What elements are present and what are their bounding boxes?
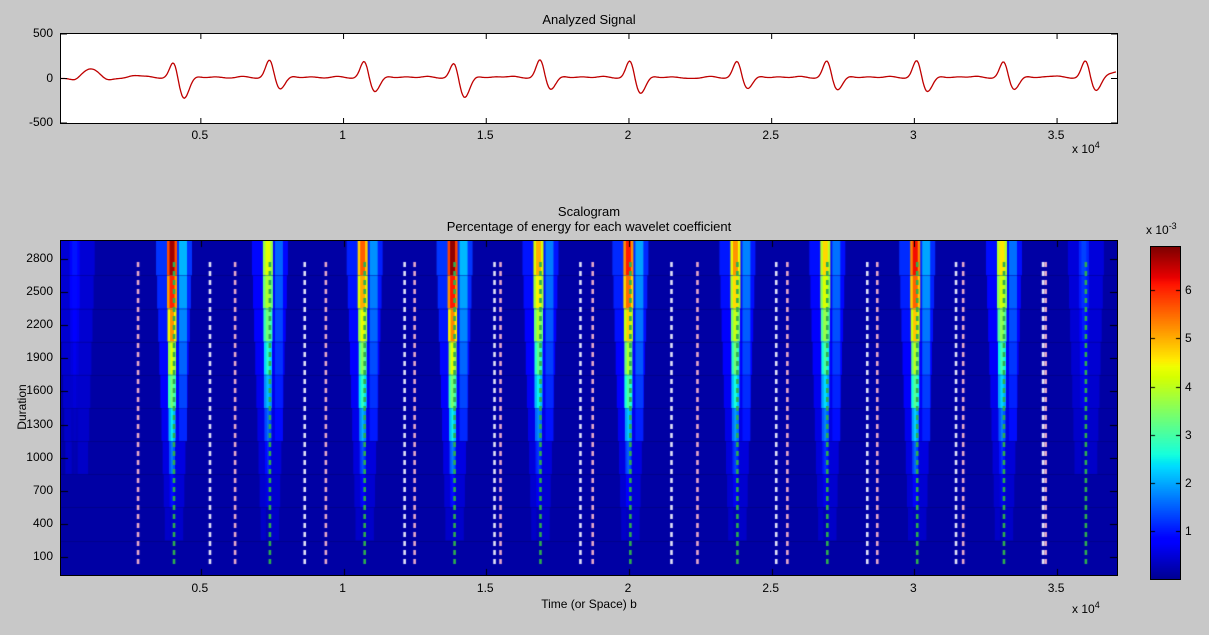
scalogram-y-tick-label: 2500: [26, 284, 53, 299]
colorbar: [1150, 246, 1181, 580]
scalogram-x-tick-label: 3.5: [1047, 581, 1065, 595]
signal-x-tick-label: 2: [624, 128, 632, 142]
colorbar-tick-label: 3: [1185, 427, 1192, 442]
scalogram-title: Scalogram: [557, 204, 621, 219]
colorbar-tick-label: 5: [1185, 330, 1192, 345]
signal-x-tick-label: 3.5: [1047, 128, 1065, 142]
time-axis-label: Time (or Space) b: [541, 597, 637, 611]
scalogram-y-tick-label: 1300: [26, 416, 53, 431]
signal-plot-area: [60, 33, 1118, 124]
colorbar-tick-label: 2: [1185, 475, 1192, 490]
signal-x-multiplier: x 104: [1072, 140, 1100, 156]
signal-x-tick-label: 2.5: [762, 128, 779, 142]
colorbar-tick-label: 1: [1185, 523, 1192, 538]
signal-x-tick-label: 3: [910, 128, 917, 142]
signal-x-tick-label: 1.5: [476, 128, 494, 142]
scalogram-y-tick-label: 2200: [26, 317, 53, 332]
signal-trace: [61, 34, 1117, 123]
signal-x-tick-label: 1: [339, 128, 346, 142]
scalogram-y-tick-label: 700: [32, 482, 53, 497]
scalogram-x-tick-label: 1: [339, 581, 346, 595]
scalogram-y-tick-label: 400: [32, 515, 53, 530]
colorbar-unit-label: x 10-3: [1146, 221, 1177, 237]
scalogram-subtitle: Percentage of energy for each wavelet co…: [446, 219, 732, 234]
scalogram-y-tick-label: 1900: [26, 350, 53, 365]
colorbar-gradient: [1151, 247, 1180, 579]
signal-y-tick-label: -500: [28, 115, 53, 129]
scalogram-x-tick-label: 2: [624, 581, 632, 595]
signal-y-tick-label: 0: [46, 70, 53, 85]
colorbar-tick-label: 4: [1185, 379, 1192, 394]
scalogram-x-tick-label: 3: [910, 581, 917, 595]
signal-y-tick-label: 500: [32, 26, 53, 40]
scalogram-y-tick-label: 1000: [26, 449, 53, 464]
scalogram-x-tick-label: 2.5: [762, 581, 779, 595]
scalogram-x-multiplier: x 104: [1072, 600, 1100, 616]
scalogram-y-tick-label: 2800: [26, 250, 53, 265]
signal-x-tick-label: 0.5: [191, 128, 209, 142]
scalogram-y-tick-label: 1600: [26, 383, 53, 398]
scalogram-heatmap: [61, 241, 1117, 575]
signal-plot-title: Analyzed Signal: [542, 12, 636, 27]
scalogram-y-tick-label: 100: [32, 549, 53, 564]
colorbar-tick-label: 6: [1185, 282, 1192, 297]
scalogram-x-tick-label: 1.5: [476, 581, 494, 595]
scalogram-plot-area: [60, 240, 1118, 576]
scalogram-x-tick-label: 0.5: [191, 581, 209, 595]
